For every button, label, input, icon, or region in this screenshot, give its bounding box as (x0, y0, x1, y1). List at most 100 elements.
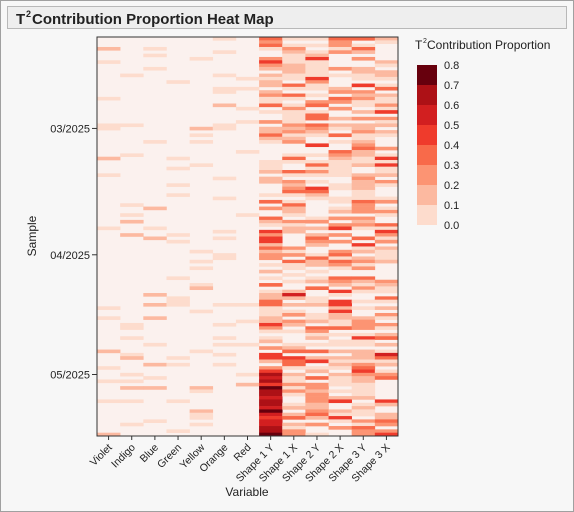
heatmap-cell (282, 37, 306, 41)
heatmap-cell (259, 336, 283, 340)
heatmap-cell (282, 153, 306, 158)
heatmap-cell (374, 283, 399, 287)
heatmap-cell (120, 422, 144, 427)
heatmap-cell (351, 189, 376, 194)
heatmap-cell (305, 163, 329, 167)
heatmap-cell (305, 110, 329, 114)
heatmap-cell (189, 349, 214, 354)
heatmap-cell (305, 299, 329, 304)
heatmap-cell (143, 293, 167, 297)
heatmap-cell (305, 186, 329, 191)
heatmap-cell (351, 243, 376, 247)
heatmap-cell (259, 96, 283, 101)
heatmap-cell (259, 229, 283, 234)
x-axis-label: Variable (225, 485, 268, 499)
heatmap-cell (328, 196, 352, 201)
heatmap-cell (259, 163, 283, 167)
heatmap-cell (235, 303, 260, 307)
heatmap-cell (351, 322, 376, 327)
heatmap-cell (305, 50, 329, 54)
heatmap-cell (328, 37, 352, 41)
title-bar[interactable]: T 2 Contribution Proportion Heat Map (7, 6, 567, 29)
heatmap-cell (305, 386, 329, 390)
heatmap-cell (305, 402, 329, 407)
heatmap-cell (166, 303, 190, 307)
heatmap-cell (305, 100, 329, 104)
heatmap-cell (259, 412, 283, 417)
heatmap-cell (351, 356, 376, 360)
heatmap-cell (374, 359, 399, 364)
heatmap-cell (259, 239, 283, 244)
heatmap-cell (259, 389, 283, 394)
heatmap-cell (212, 229, 237, 234)
heatmap-cell (351, 56, 376, 61)
heatmap-cell (374, 226, 399, 231)
heatmap-cell (189, 409, 214, 414)
heatmap-cell (374, 376, 399, 380)
heatmap-cell (328, 123, 352, 128)
heatmap-cell (120, 372, 144, 377)
heatmap-cell (374, 133, 399, 138)
heatmap-cell (374, 146, 399, 151)
heatmap-cell (120, 233, 144, 237)
heatmap-cell (259, 376, 283, 380)
heatmap-cell (282, 349, 306, 354)
heatmap-cell (374, 336, 399, 340)
heatmap-cell (166, 399, 190, 404)
heatmap-cell (282, 66, 306, 71)
heatmap-cell (374, 289, 399, 294)
color-legend: T 2 Contribution Proportion 0.8 0.7 0.6 0.5… (415, 38, 550, 232)
heatmap-cell (259, 60, 283, 64)
heatmap-cell (282, 356, 306, 360)
heatmap-cell (282, 273, 306, 277)
heatmap-cell (351, 236, 376, 241)
legend-tick-label: 0.0 (444, 220, 459, 232)
heatmap-cell (351, 332, 376, 337)
heatmap-cell (97, 96, 121, 101)
heatmap-cell (374, 116, 399, 121)
heatmap-cell (328, 233, 352, 237)
heatmap-cell (351, 389, 376, 394)
heatmap-cell (351, 392, 376, 397)
heatmap-cell (282, 249, 306, 254)
heatmap-cell (259, 306, 283, 310)
heatmap-cell (189, 422, 214, 427)
heatmap-cell (374, 183, 399, 187)
heatmap-cell (282, 372, 306, 377)
heatmap-cell (120, 203, 144, 207)
heatmap-cell (374, 60, 399, 64)
heatmap-cell (328, 319, 352, 324)
heatmap-cell (189, 259, 214, 264)
heatmap-cell (328, 183, 352, 187)
heatmap-cell (259, 269, 283, 274)
heatmap-cell (328, 263, 352, 267)
heatmap-cell (351, 362, 376, 367)
heatmap-cell (305, 103, 329, 108)
heatmap-cell (97, 173, 121, 177)
heatmap-cell (351, 140, 376, 144)
heatmap-cell (282, 96, 306, 101)
heatmap-cell (282, 70, 306, 74)
heatmap-cell (282, 133, 306, 138)
heatmap-cell (328, 332, 352, 337)
heatmap-cell (351, 276, 376, 281)
heatmap-cell (189, 283, 214, 287)
heatmap-cell (143, 46, 167, 51)
heatmap-cell (328, 389, 352, 394)
legend-swatch (417, 105, 437, 125)
heatmap-cell (282, 130, 306, 134)
heatmap-cell (235, 213, 260, 217)
heatmap-cell (328, 279, 352, 284)
heatmap-cell (143, 362, 167, 367)
heatmap-cell (189, 416, 214, 420)
heatmap-cell (305, 259, 329, 264)
heatmap-cell (235, 86, 260, 91)
x-tick-label: Indigo (109, 442, 138, 471)
heatmap-cell (282, 259, 306, 264)
heatmap-cell (351, 409, 376, 414)
heatmap-cell (282, 73, 306, 78)
heatmap-cell (328, 223, 352, 227)
heatmap-cell (282, 296, 306, 300)
